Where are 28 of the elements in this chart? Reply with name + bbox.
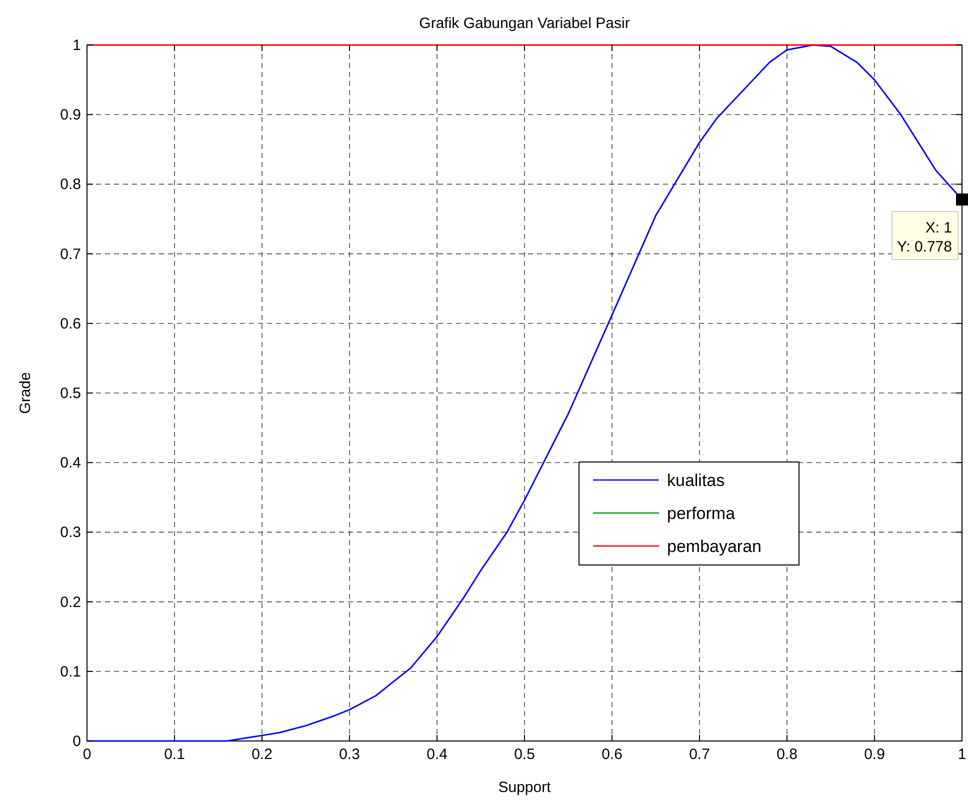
y-tick-label: 0 — [72, 733, 81, 750]
x-axis-title: Support — [498, 779, 552, 796]
legend-label: performa — [667, 504, 736, 523]
x-tick-label: 0.8 — [776, 746, 798, 763]
legend-label: pembayaran — [667, 537, 762, 556]
x-tick-label: 0.3 — [339, 746, 360, 763]
y-tick-label: 0.9 — [60, 106, 81, 124]
y-tick-label: 0.6 — [60, 315, 81, 332]
y-axis-title: Grade — [17, 372, 34, 414]
x-tick-label: 0.5 — [514, 746, 535, 763]
x-tick-label: 1 — [958, 746, 966, 763]
y-tick-label: 1 — [72, 37, 81, 54]
chart-title: Grafik Gabungan Variabel Pasir — [419, 15, 630, 32]
y-tick-label: 0.8 — [60, 176, 81, 194]
y-tick-label: 0.2 — [60, 594, 81, 611]
y-tick-label: 0.1 — [60, 663, 81, 680]
x-tick-label: 0.9 — [864, 746, 885, 763]
x-tick-label: 0.6 — [602, 746, 622, 763]
y-tick-label: 0.3 — [60, 524, 81, 542]
x-tick-label: 0.1 — [164, 746, 185, 763]
x-tick-label: 0.7 — [689, 746, 710, 763]
legend-label: kualitas — [667, 471, 725, 490]
y-tick-label: 0.7 — [60, 246, 81, 263]
annotation: X: 1 Y: 0.778 — [896, 220, 952, 256]
x-tick-label: 0.4 — [426, 746, 448, 763]
x-tick-label: 0.2 — [252, 746, 272, 763]
y-tick-label: 0.4 — [60, 454, 81, 472]
y-tick-label: 0.5 — [60, 385, 81, 402]
